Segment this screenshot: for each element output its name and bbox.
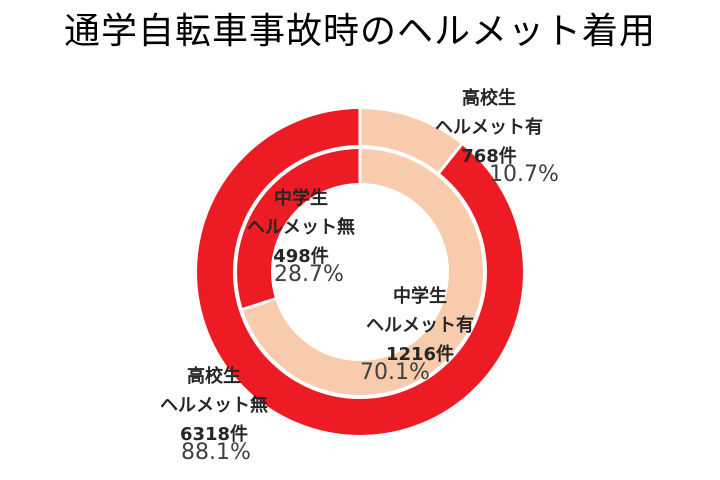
callout-count-value: 6318件 (179, 424, 249, 445)
callout-group-label: 中学生 (274, 188, 328, 209)
callout-category-label: ヘルメット無 (247, 217, 355, 238)
callout-highschool-without-helmet: 高校生 ヘルメット無 6318件 88.1% (124, 362, 304, 464)
callout-percent-value: 28.7% (274, 262, 344, 287)
callout-category-label: ヘルメット有 (435, 117, 543, 138)
callout-group-label: 高校生 (187, 366, 241, 387)
callout-group-label: 中学生 (393, 286, 447, 307)
callout-count-value: 768件 (461, 146, 517, 167)
chart-title: 通学自転車事故時のヘルメット着用 (63, 11, 656, 52)
callout-percent-value: 10.7% (489, 162, 559, 187)
callout-count-value: 1216件 (385, 344, 455, 365)
callout-percent-value: 88.1% (181, 440, 251, 465)
callout-juniorhigh-without-helmet: 中学生 ヘルメット無 498件 28.7% (211, 184, 391, 286)
callout-count-value: 498件 (273, 246, 329, 267)
callout-category-label: ヘルメット有 (366, 315, 474, 336)
callout-highschool-with-helmet: 高校生 ヘルメット有 768件 10.7% (399, 84, 579, 186)
callout-juniorhigh-with-helmet: 中学生 ヘルメット有 1216件 70.1% (330, 282, 510, 384)
callout-category-label: ヘルメット無 (160, 395, 268, 416)
callout-group-label: 高校生 (462, 88, 516, 109)
callout-percent-value: 70.1% (360, 360, 430, 385)
